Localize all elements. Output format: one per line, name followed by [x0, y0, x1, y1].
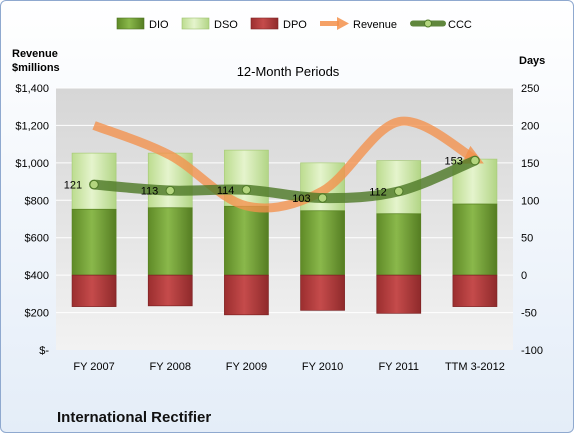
left-tick-label: $200	[25, 308, 49, 320]
ccc-data-label: 112	[369, 186, 387, 198]
chart-subtitle: 12-Month Periods	[237, 64, 340, 79]
category-label: FY 2010	[302, 361, 343, 373]
right-tick-label: 0	[521, 270, 527, 282]
right-tick-label: 50	[521, 233, 533, 245]
legend-marker-ccc	[424, 19, 432, 28]
ccc-point	[394, 186, 404, 197]
category-axis-labels: FY 2007 FY 2008 FY 2009 FY 2010 FY 2011 TTM 3…	[73, 361, 504, 373]
ccc-line	[89, 155, 480, 204]
bar-dpo	[147, 274, 193, 307]
legend: DIO DSO DPO Revenue CCC	[116, 17, 472, 31]
legend-item-dpo: DPO	[250, 17, 307, 31]
category-label: FY 2009	[226, 361, 267, 373]
legend-item-ccc: CCC	[410, 19, 472, 31]
revenue-line	[92, 116, 484, 213]
left-tick-label: $1,000	[15, 158, 49, 170]
chart-title: International Rectifier	[57, 409, 211, 426]
category-label: FY 2011	[378, 361, 419, 373]
left-axis-label-line-2: $millions	[12, 62, 60, 74]
legend-item-dso: DSO	[181, 17, 238, 31]
right-tick-label: 100	[521, 195, 539, 207]
bar-dpo	[300, 274, 345, 311]
legend-label-dio: DIO	[149, 19, 169, 31]
ccc-data-label: 121	[64, 180, 82, 192]
right-tick-label: 200	[521, 120, 539, 132]
legend-item-revenue: Revenue	[320, 17, 397, 31]
ccc-data-label: 114	[217, 185, 235, 197]
ccc-data-label: 103	[292, 193, 310, 205]
left-axis-ticks: $- $200 $400 $600 $800 $1,000 $1,200 $1,400	[15, 83, 49, 357]
bar-dio	[147, 207, 193, 276]
plot-area	[56, 88, 513, 350]
bar-dpo	[452, 274, 498, 307]
bar-dpo	[224, 274, 269, 316]
right-tick-label: -50	[521, 308, 537, 320]
category-label: FY 2007	[73, 361, 114, 373]
legend-label-ccc: CCC	[448, 19, 472, 31]
category-label: FY 2008	[150, 361, 191, 373]
lines: 121 113 114 103 112 153	[64, 116, 484, 213]
left-axis-label-line-1: Revenue	[12, 48, 58, 60]
legend-label-revenue: Revenue	[353, 19, 397, 31]
left-tick-label: $400	[25, 270, 49, 282]
bar-dio	[300, 210, 345, 276]
legend-label-dpo: DPO	[283, 19, 307, 31]
ccc-point	[470, 155, 480, 166]
right-tick-label: -100	[521, 345, 543, 357]
ccc-data-label: 113	[141, 186, 159, 198]
ccc-data-label: 153	[445, 156, 463, 168]
bar-dio	[224, 205, 269, 276]
legend-swatch-dso	[181, 17, 210, 30]
right-axis-label: Days	[519, 55, 545, 67]
arrow-icon	[337, 17, 349, 30]
ccc-point	[317, 193, 328, 203]
ccc-point	[89, 179, 99, 190]
legend-item-dio: DIO	[116, 17, 169, 31]
category-label: TTM 3-2012	[445, 361, 505, 373]
left-tick-label: $800	[25, 195, 49, 207]
ccc-point	[241, 185, 252, 195]
legend-label-dso: DSO	[214, 19, 238, 31]
bar-dio	[376, 213, 422, 276]
bar-dio	[71, 208, 117, 276]
bars	[71, 149, 498, 316]
right-tick-label: 250	[521, 83, 539, 95]
grid-lines	[56, 87, 513, 314]
right-axis-ticks: -100 -50 0 50 100 150 200 250	[521, 83, 543, 357]
left-tick-label: $1,400	[15, 83, 49, 95]
left-tick-label: $600	[25, 233, 49, 245]
left-tick-label: $1,200	[15, 120, 49, 132]
legend-swatch-dpo	[250, 17, 279, 30]
bar-dio	[452, 203, 498, 276]
bar-dpo	[71, 274, 117, 307]
left-tick-label: $-	[39, 345, 49, 357]
legend-swatch-dio	[116, 17, 145, 30]
ccc-point	[165, 185, 175, 196]
right-tick-label: 150	[521, 158, 539, 170]
bar-dpo	[376, 274, 422, 314]
left-axis-label: Revenue $millions	[12, 48, 61, 74]
